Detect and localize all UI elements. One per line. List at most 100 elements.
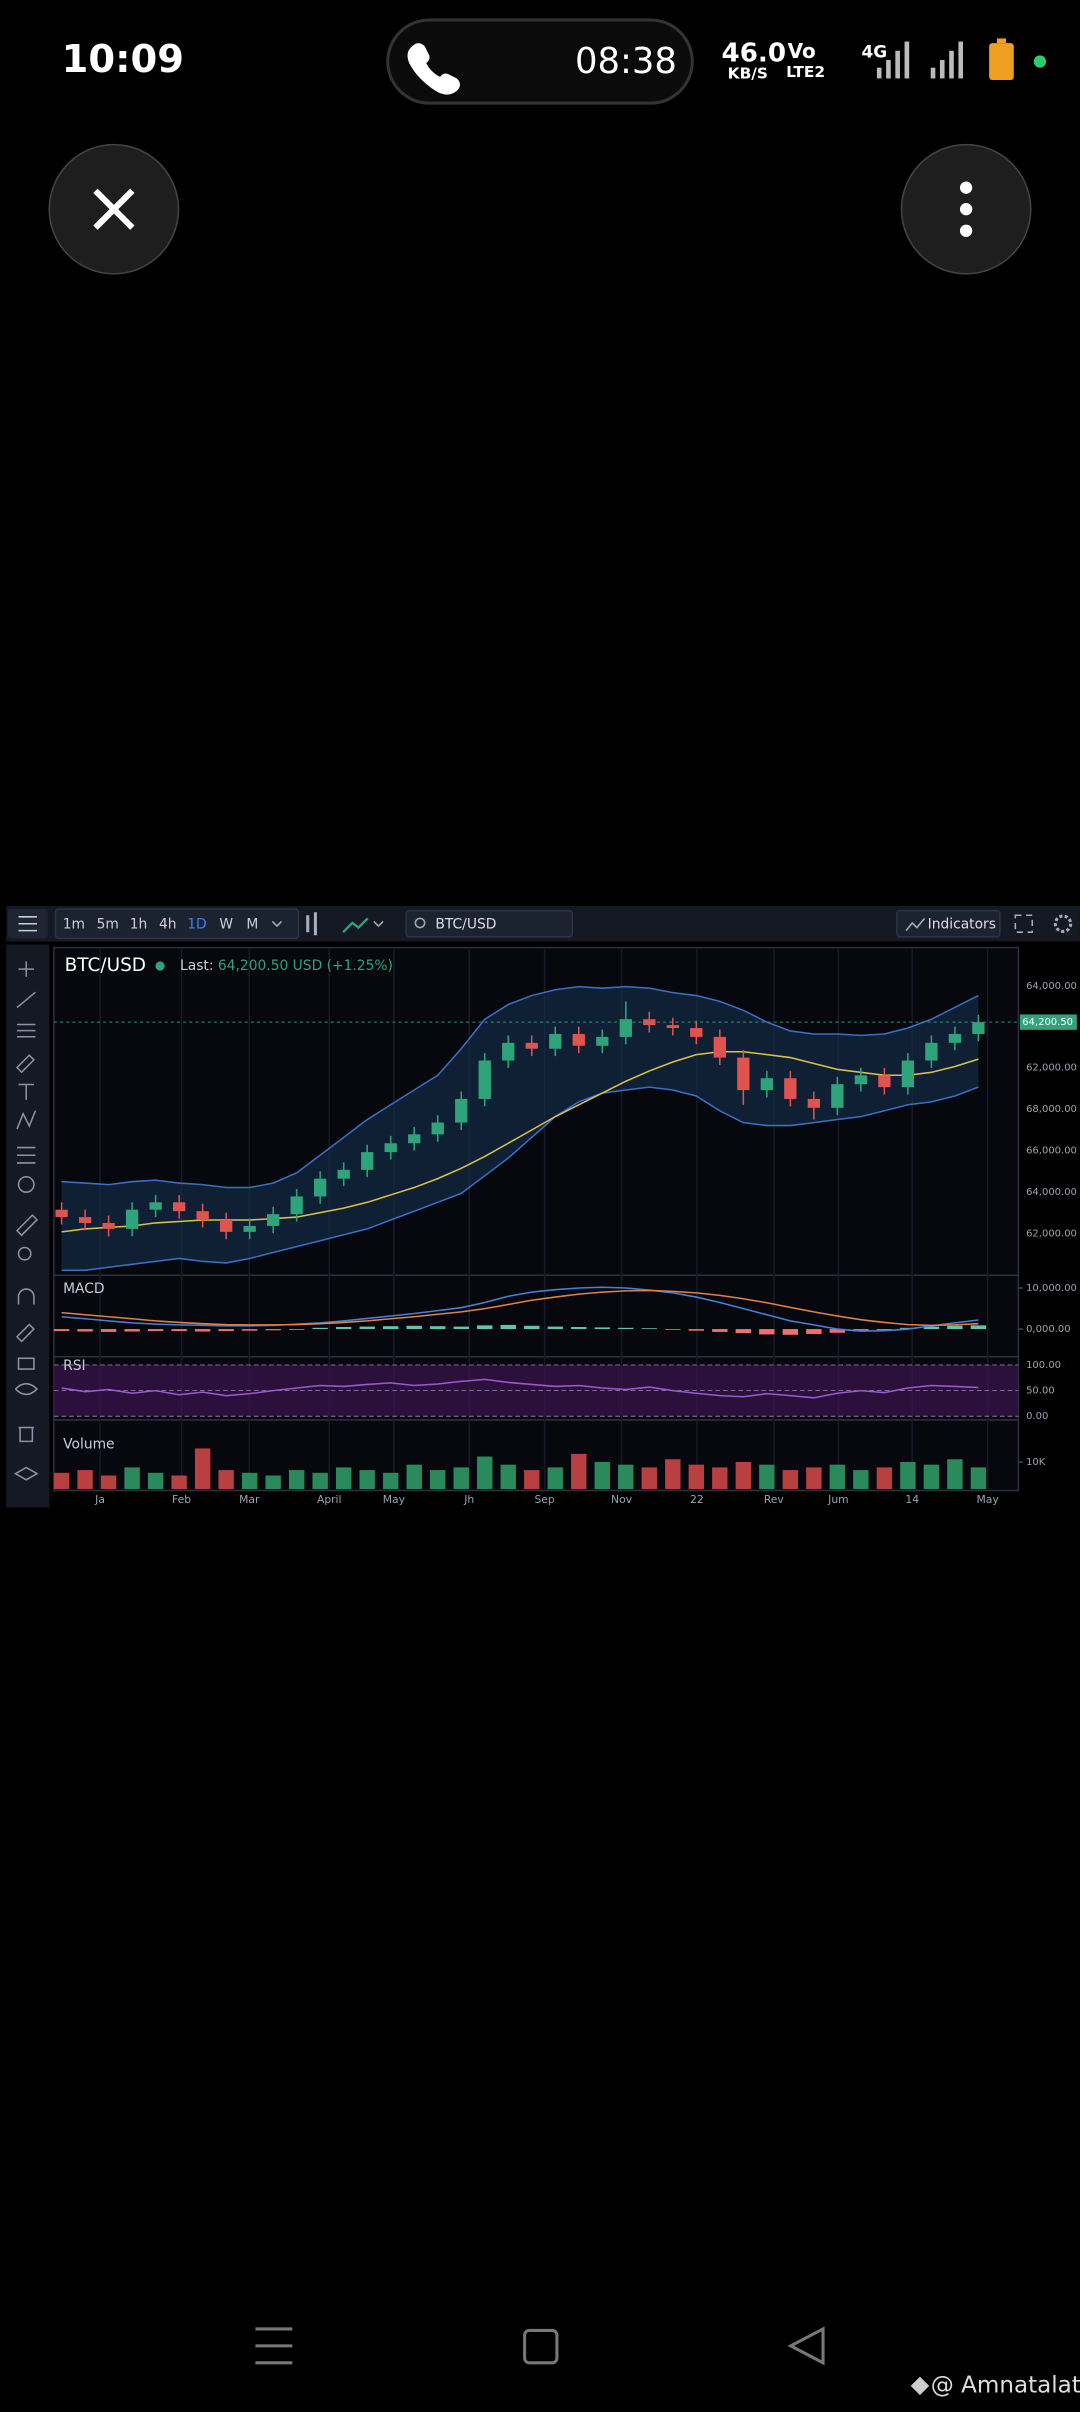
volume-bar <box>547 1467 563 1490</box>
candle-body <box>925 1042 938 1061</box>
volume-bar <box>241 1472 258 1490</box>
candle-body <box>102 1222 115 1229</box>
timeframe[interactable]: 5m <box>97 916 119 932</box>
macd-bar <box>923 1326 940 1330</box>
timeframe[interactable]: W <box>219 916 233 932</box>
x-tick-label: Jh <box>463 1493 474 1506</box>
candle-body <box>831 1084 844 1108</box>
indicators-button[interactable] <box>896 909 1001 938</box>
plot: Ja Feb Mar April May Jh Sep Nov 22 Rev Jum 14 May 64,… <box>53 949 1077 1506</box>
timeframe[interactable]: 1D <box>187 916 206 932</box>
candle-body <box>220 1220 233 1232</box>
volume-bar <box>383 1472 399 1490</box>
volume-bar <box>453 1467 469 1490</box>
macd-bar <box>712 1329 728 1332</box>
macd-bar <box>147 1329 164 1332</box>
candle-body <box>549 1033 562 1049</box>
macd-bar <box>571 1327 587 1330</box>
pane-title: MACD <box>63 1281 104 1297</box>
candle-body <box>408 1134 421 1144</box>
home-button[interactable] <box>523 2328 559 2365</box>
net-speed: 46.0 <box>722 38 787 68</box>
settings-button[interactable] <box>1053 914 1073 933</box>
macd-bar <box>124 1329 140 1332</box>
candle-body <box>149 1202 162 1210</box>
back-button[interactable] <box>787 2326 825 2366</box>
call-pill[interactable] <box>386 18 694 105</box>
x-tick-label: May <box>383 1493 406 1506</box>
chart-type-button[interactable] <box>342 917 369 934</box>
candle-body <box>290 1196 303 1215</box>
fullscreen-button[interactable] <box>1014 914 1034 933</box>
volume-bar <box>171 1475 187 1490</box>
volume-bar <box>218 1470 234 1490</box>
macd-bar <box>688 1329 705 1331</box>
volume-bar <box>665 1459 681 1490</box>
candle-body <box>243 1225 256 1232</box>
volume-bar <box>759 1464 775 1490</box>
macd-bar <box>829 1329 846 1333</box>
y-tick-label: 10,000.00 <box>1026 1283 1077 1294</box>
candle-body <box>948 1033 962 1043</box>
volume-bar <box>477 1456 493 1490</box>
timeframe[interactable]: M <box>246 916 258 932</box>
volume-bar <box>336 1467 352 1490</box>
candle-body <box>901 1060 915 1088</box>
price-axis-label: 68,000.00 <box>1026 1104 1077 1115</box>
macd-bar <box>735 1329 752 1334</box>
macd-bar <box>782 1329 799 1335</box>
recents-button[interactable] <box>255 2327 293 2365</box>
macd-bar <box>970 1325 987 1330</box>
volume-bar <box>712 1467 728 1490</box>
macd-bar <box>53 1329 70 1332</box>
volume-bar <box>594 1461 610 1490</box>
close-icon <box>93 188 135 230</box>
macd-bar <box>336 1327 352 1330</box>
candle-body <box>525 1042 538 1049</box>
timeframe-group <box>54 908 300 940</box>
indicators-label: Indicators <box>928 916 996 932</box>
x-tick-label: Rev <box>764 1493 785 1506</box>
timeframe[interactable]: 1m <box>63 916 85 932</box>
lte: LTE2 <box>786 63 825 81</box>
macd-bar <box>806 1329 822 1334</box>
timeframe[interactable]: 1h <box>130 916 148 932</box>
price-axis-label: 64,000.00 <box>1026 981 1077 992</box>
volume-bar <box>124 1467 140 1490</box>
caret[interactable] <box>373 920 384 928</box>
macd-bar <box>265 1329 281 1331</box>
volume-bar <box>876 1467 893 1490</box>
volume-bar <box>265 1475 281 1490</box>
volume-bar <box>688 1464 705 1490</box>
volume-bar <box>970 1467 987 1490</box>
candle-type-button[interactable] <box>306 912 317 936</box>
caret[interactable] <box>271 920 283 928</box>
candle-body <box>55 1209 68 1218</box>
y-tick-label: 10K <box>1026 1457 1046 1468</box>
volume-bar <box>806 1467 822 1490</box>
symbol-title: BTC/USD <box>65 955 146 976</box>
candle-body <box>807 1098 821 1108</box>
volume-bar <box>430 1470 446 1490</box>
macd-bar <box>477 1325 493 1330</box>
macd-bar <box>312 1327 328 1330</box>
candle-body <box>690 1028 703 1037</box>
macd-bar <box>171 1329 187 1332</box>
network: 4G <box>861 41 887 61</box>
macd-bar <box>218 1329 234 1332</box>
volume-bar <box>923 1464 940 1490</box>
drawing-tools[interactable] <box>13 961 39 1481</box>
candle-body <box>455 1098 468 1123</box>
tool-column <box>6 944 50 1508</box>
search-box[interactable] <box>405 909 574 938</box>
timeframe[interactable]: 4h <box>159 916 177 932</box>
x-tick-label: Feb <box>172 1493 191 1506</box>
candle-body <box>314 1178 327 1197</box>
candle-body <box>619 1019 632 1037</box>
macd-bar <box>524 1325 540 1330</box>
x-tick-label: Nov <box>611 1493 633 1506</box>
lower-band <box>61 1086 979 1272</box>
macd-bar <box>594 1327 610 1330</box>
